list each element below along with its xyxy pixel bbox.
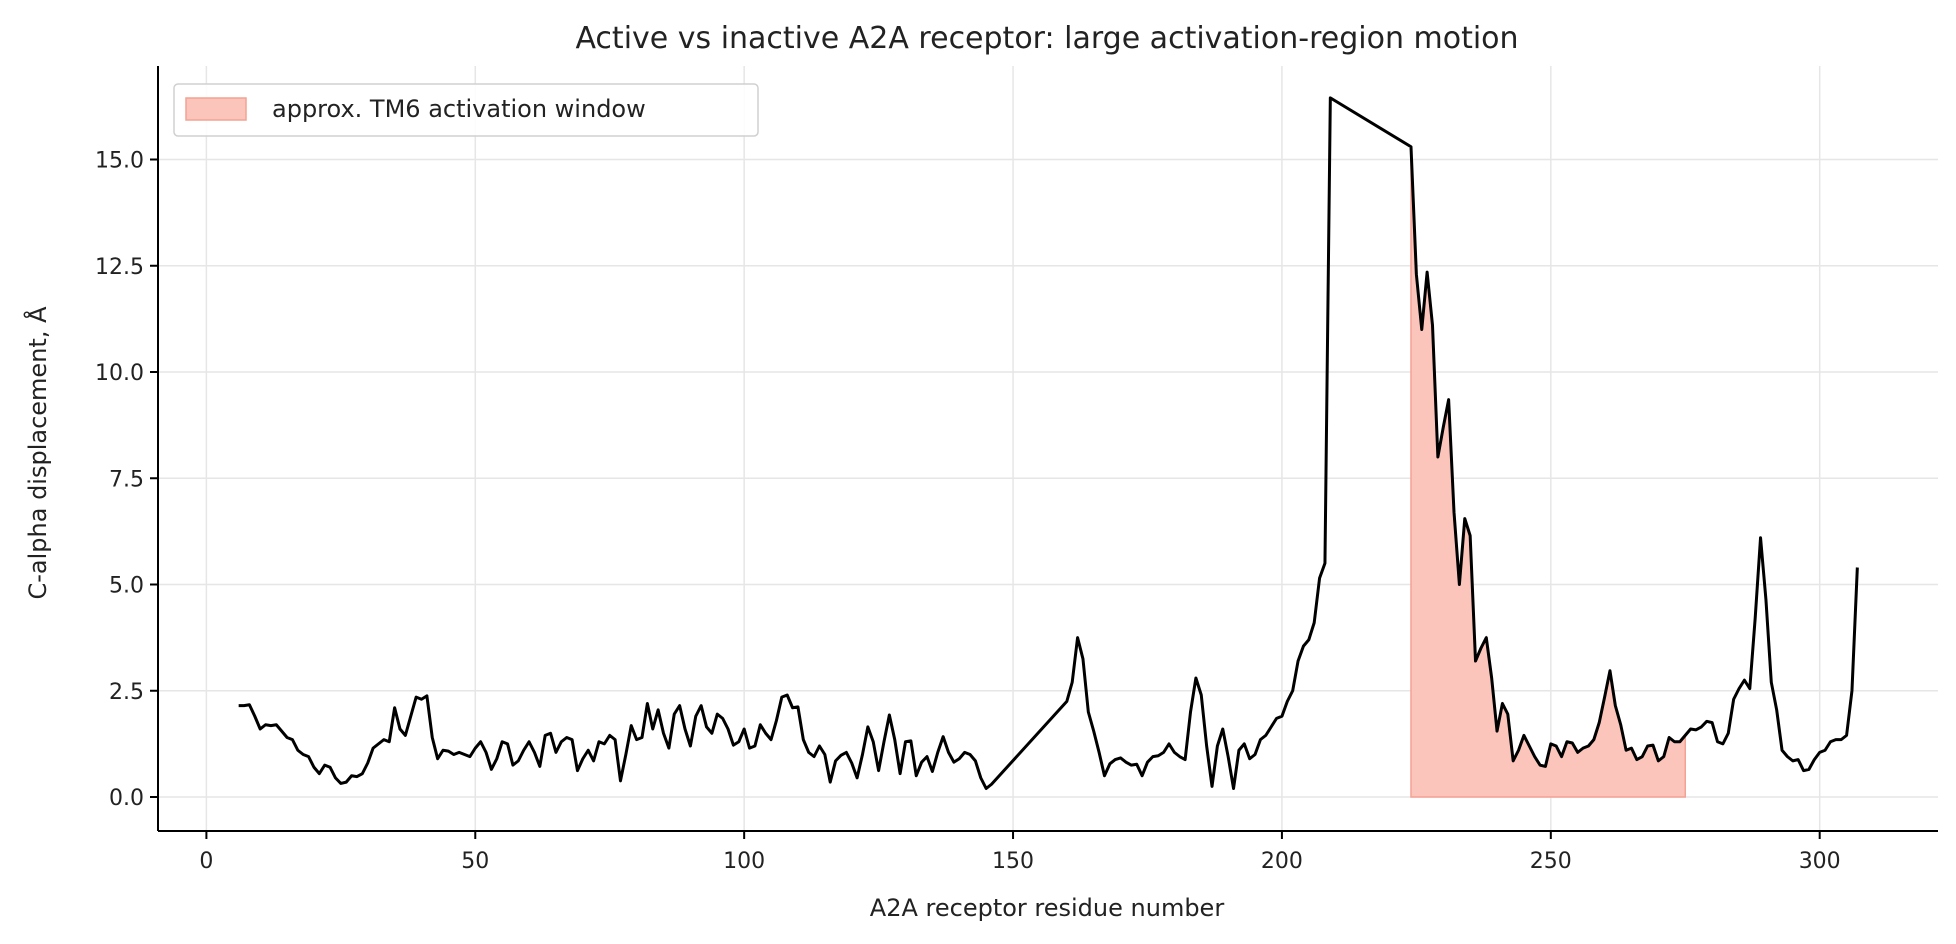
y-ticks: 0.0 2.5 5.0 7.5 10.0 12.5 15.0 — [95, 149, 158, 811]
y-tick-label-3: 7.5 — [109, 467, 144, 492]
legend-label-tm6-window: approx. TM6 activation window — [272, 95, 646, 123]
x-tick-label-1: 50 — [461, 849, 489, 874]
legend: approx. TM6 activation window — [173, 83, 759, 137]
axes — [157, 66, 1938, 832]
x-tick-label-5: 250 — [1530, 849, 1572, 874]
series-layer — [238, 96, 1859, 790]
y-tick-label-0: 0.0 — [109, 786, 144, 811]
y-tick-label-4: 10.0 — [95, 361, 144, 386]
x-ticks: 0 50 100 150 200 250 300 — [199, 831, 1841, 874]
y-axis-label: C-alpha displacement, Å — [23, 306, 52, 600]
x-axis-label: A2A receptor residue number — [870, 894, 1225, 922]
x-tick-label-2: 100 — [723, 849, 765, 874]
series-line-displacement — [238, 96, 1859, 790]
x-tick-label-0: 0 — [199, 849, 213, 874]
chart-title: Active vs inactive A2A receptor: large a… — [575, 21, 1518, 56]
x-tick-label-4: 200 — [1261, 849, 1303, 874]
legend-swatch-tm6-window — [185, 97, 247, 121]
x-tick-label-3: 150 — [992, 849, 1034, 874]
x-tick-label-6: 300 — [1799, 849, 1841, 874]
legend-frame — [173, 83, 759, 137]
y-tick-label-1: 2.5 — [109, 680, 144, 705]
y-tick-label-6: 15.0 — [95, 149, 144, 174]
grid-lines — [158, 66, 1938, 831]
y-tick-label-5: 12.5 — [95, 255, 144, 280]
y-tick-label-2: 5.0 — [109, 574, 144, 599]
